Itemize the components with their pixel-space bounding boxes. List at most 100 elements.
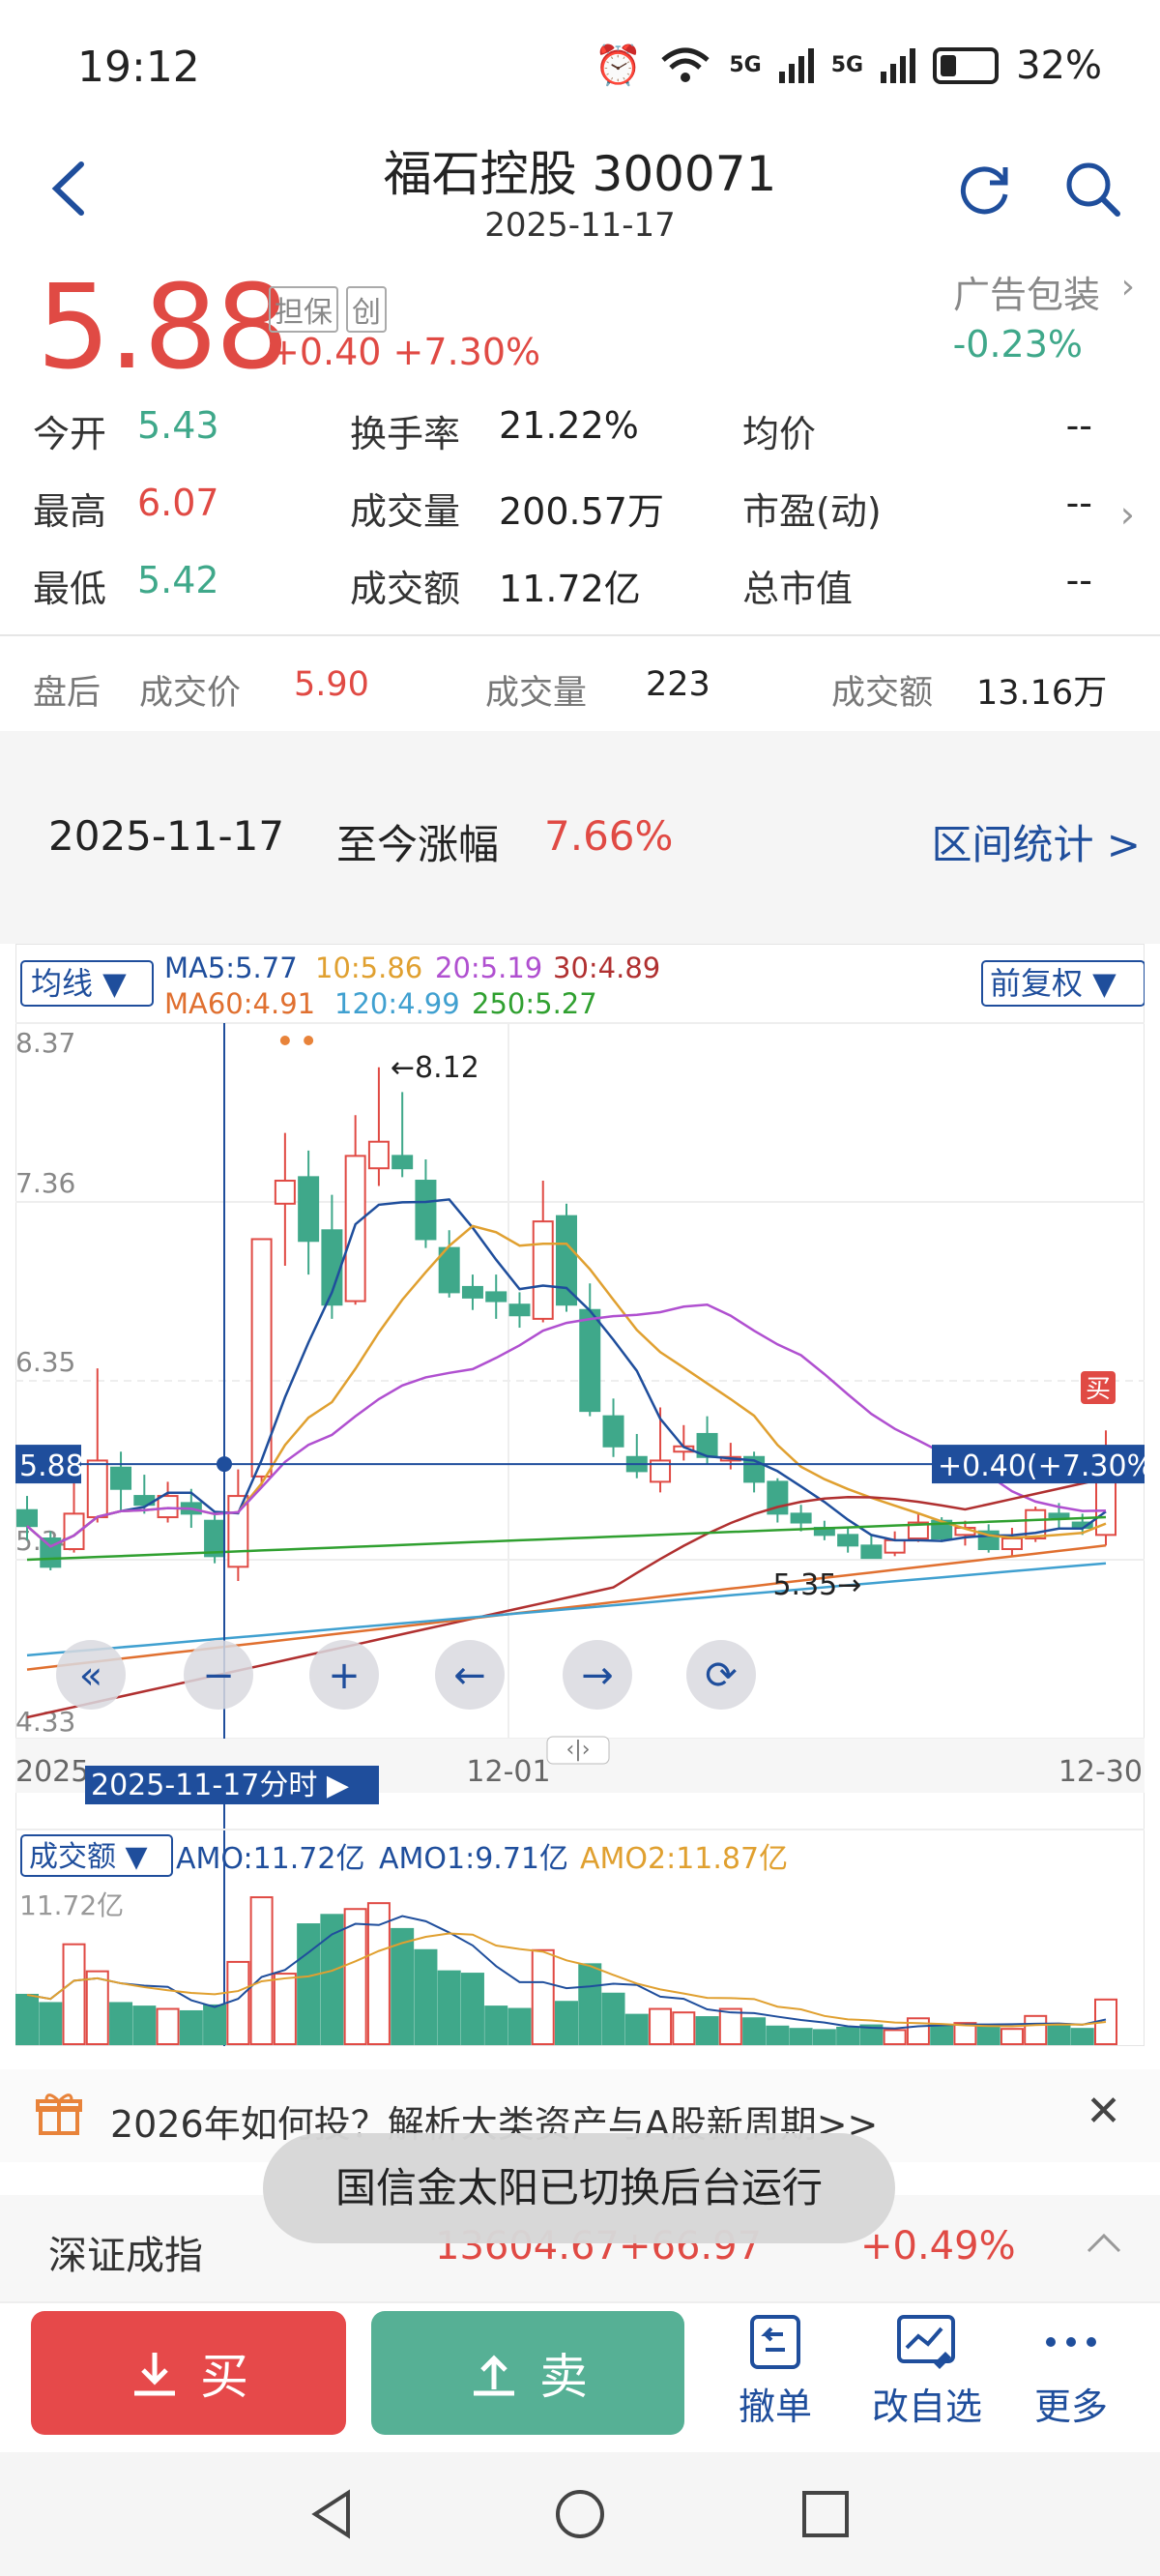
nav-back-icon[interactable] — [305, 2487, 360, 2541]
zoom-in-button[interactable] — [309, 1640, 379, 1710]
change-value: +0.40 — [269, 331, 382, 373]
volume-bar — [906, 2017, 930, 2046]
zoom-out-button[interactable] — [184, 1640, 253, 1710]
volume-bar — [883, 2029, 907, 2046]
candle-body — [250, 1238, 273, 1478]
page-left-icon: « — [79, 1654, 102, 1698]
change-percent: +7.30% — [392, 331, 541, 373]
nav-recents-icon[interactable] — [798, 2487, 853, 2541]
search-icon[interactable] — [1063, 160, 1121, 218]
stock-title: 福石控股 300071 — [383, 146, 777, 202]
signal-icon-2 — [881, 47, 916, 83]
back-icon[interactable] — [39, 155, 97, 222]
volume-bar — [508, 2007, 532, 2045]
volume-bar — [343, 1908, 367, 2045]
kline-chart[interactable]: 均线 ▼ 前复权 ▼ MA5:5.77 10:5.86 20:5.19 30:4.89 MA… — [14, 943, 1160, 2047]
divider — [0, 634, 1160, 636]
rotate-button[interactable] — [686, 1640, 756, 1710]
ma250-line — [26, 1515, 1107, 1562]
ma-legend-item: 250:5.27 — [472, 987, 597, 1020]
volume-bar — [366, 1902, 391, 2046]
more-label: 更多 — [1033, 2386, 1108, 2428]
volume-bar — [179, 2009, 203, 2046]
volume-bar — [718, 2007, 742, 2045]
quote-value: -- — [1065, 482, 1092, 524]
quote-value: 200.57万 — [499, 490, 664, 533]
after-vol: 223 — [646, 665, 710, 704]
step-left-button[interactable] — [435, 1640, 505, 1710]
chevron-right-icon[interactable]: › — [1120, 267, 1135, 307]
candle-body — [884, 1538, 906, 1554]
y-tick-label: 8.37 — [15, 1027, 75, 1059]
after-amt: 13.16万 — [976, 674, 1108, 713]
volume-bar — [789, 2028, 813, 2045]
x-label: 12-30 — [1058, 1755, 1143, 1789]
volume-bar — [766, 2025, 790, 2046]
chevron-up-icon[interactable] — [1085, 2224, 1123, 2263]
more-button[interactable]: 更多 — [1013, 2313, 1129, 2430]
marker-date-box[interactable] — [85, 1766, 379, 1804]
candle-body — [344, 1155, 366, 1303]
price-change: +0.40 +7.30% — [269, 331, 540, 373]
range-stats-link[interactable]: 区间统计 > — [931, 821, 1141, 868]
y-tick-label: 7.36 — [15, 1167, 75, 1199]
range-band — [0, 731, 1160, 944]
volume-bar — [1024, 2014, 1048, 2046]
volume-bar — [156, 2007, 180, 2045]
current-price: 5.88 — [37, 261, 289, 395]
close-icon[interactable]: ✕ — [1086, 2087, 1121, 2136]
status-icons: ⏰ 5G 5G 32% — [594, 43, 1102, 89]
candle-body — [274, 1180, 296, 1205]
sell-icon — [474, 2355, 514, 2396]
ma-legend-item: 20:5.19 — [435, 951, 542, 984]
buy-button[interactable]: 买 — [31, 2311, 346, 2435]
quote-label: 换手率 — [350, 413, 461, 455]
edit-watchlist-button[interactable]: 改自选 — [864, 2313, 990, 2430]
kline-svg[interactable]: 均线 ▼ 前复权 ▼ MA5:5.77 10:5.86 20:5.19 30:4.89 MA… — [14, 943, 1160, 2047]
sell-button[interactable]: 卖 — [371, 2311, 684, 2435]
volume-bar — [320, 1914, 344, 2045]
candle-body — [204, 1519, 226, 1558]
step-right-button[interactable] — [563, 1640, 632, 1710]
ma-legend-item: MA5:5.77 — [164, 951, 298, 984]
quote-label: 最高 — [33, 490, 107, 533]
candle-body — [532, 1220, 554, 1320]
cursor-info-box — [932, 1445, 1145, 1484]
ma-select-label: 均线 ▼ — [31, 965, 127, 1002]
quote-value: 5.42 — [137, 559, 219, 601]
after-hours-row: 盘后 成交价 5.90 成交量 223 成交额 13.16万 — [0, 638, 1160, 731]
cancel-order-button[interactable]: 撤单 — [717, 2313, 833, 2430]
toast-message: 国信金太阳已切换后台运行 — [263, 2133, 895, 2243]
volume-bar — [62, 1943, 86, 2045]
volume-bar — [249, 1896, 274, 2045]
quote-value: -- — [1065, 404, 1092, 447]
candle-body — [579, 1308, 601, 1413]
status-time: 19:12 — [77, 43, 200, 92]
sector-change: -0.23% — [952, 323, 1083, 366]
drag-handle[interactable] — [546, 1736, 610, 1765]
nav-home-icon[interactable] — [553, 2487, 607, 2541]
marker-date: 2025-11-17分时 ▶ — [91, 1769, 349, 1802]
ma5-line — [26, 1198, 1107, 1548]
index-percent: +0.49% — [860, 2224, 1016, 2269]
volume-bar — [203, 2004, 227, 2046]
page-left-button[interactable] — [56, 1640, 126, 1710]
candle-body — [837, 1534, 859, 1547]
step-right-icon: → — [581, 1654, 614, 1698]
tag-chinext: 创 — [346, 286, 387, 333]
chevron-right-icon[interactable]: › — [1119, 493, 1135, 536]
candle-body — [860, 1544, 883, 1560]
candle-body — [790, 1512, 812, 1524]
ma-select[interactable] — [20, 960, 154, 1007]
volume-bar — [953, 2022, 977, 2045]
volume-select[interactable] — [20, 1834, 173, 1877]
candle-body — [438, 1246, 460, 1294]
volume-bar — [297, 1923, 321, 2045]
gift-icon — [36, 2093, 82, 2135]
sector-link[interactable]: 广告包装 — [952, 274, 1100, 316]
signal-icon — [778, 47, 814, 83]
volume-select-label: 成交额 ▼ — [29, 1840, 148, 1874]
volume-bar — [484, 2005, 508, 2045]
quote-label: 成交量 — [350, 490, 461, 533]
refresh-icon[interactable] — [957, 160, 1015, 218]
